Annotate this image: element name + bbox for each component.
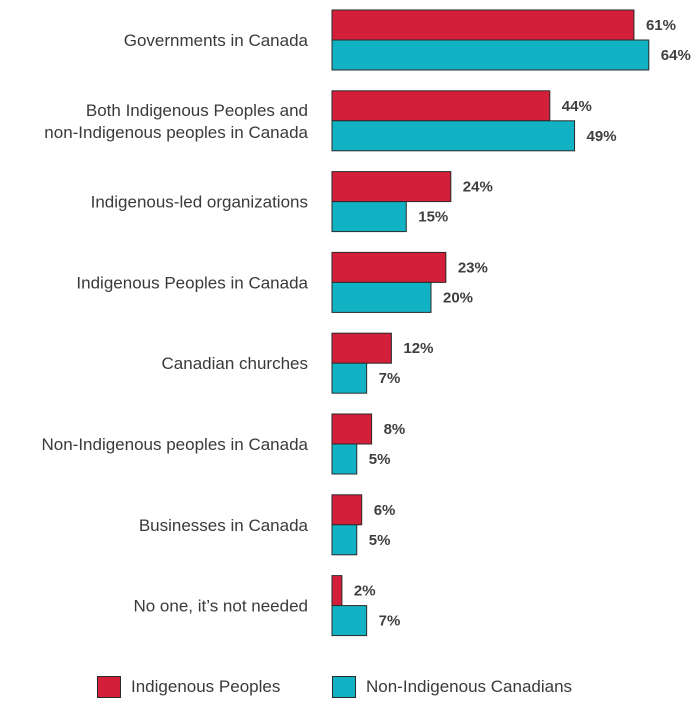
category-label-line: Indigenous-led organizations (91, 193, 308, 212)
data-label: 15% (418, 209, 448, 226)
bar-non-indigenous (331, 201, 407, 233)
category-label: Non-Indigenous peoples in Canada (41, 435, 308, 454)
legend-item-indigenous: Indigenous Peoples (97, 676, 280, 698)
category-label: Indigenous-led organizations (91, 193, 308, 212)
category-label: Both Indigenous Peoples and non-Indigenou… (44, 101, 308, 142)
data-label: 2% (354, 583, 376, 600)
bar-indigenous (331, 575, 343, 607)
category-label: Indigenous Peoples in Canada (76, 273, 308, 292)
data-label: 8% (384, 421, 406, 438)
category-label: No one, it’s not needed (133, 597, 308, 616)
bar-non-indigenous (331, 281, 432, 313)
bar-chart: Governments in Canada 61% 64% Both Indigeno… (41, 9, 691, 637)
bar-non-indigenous (331, 605, 368, 637)
bar-indigenous (331, 90, 551, 122)
data-label: 49% (587, 128, 617, 145)
bar-indigenous (331, 494, 363, 526)
category-label-line: non-Indigenous peoples in Canada (44, 123, 308, 142)
bar-indigenous (331, 251, 447, 283)
data-label: 6% (374, 502, 396, 519)
category-label: Businesses in Canada (139, 516, 309, 535)
data-label: 7% (379, 613, 401, 630)
legend-label-indigenous: Indigenous Peoples (131, 677, 281, 696)
category-label: Governments in Canada (124, 31, 309, 50)
legend-item-non-indigenous: Non-Indigenous Canadians (332, 676, 572, 698)
legend-swatch-non-indigenous (332, 676, 356, 698)
category-label-line: Both Indigenous Peoples and (86, 101, 308, 120)
bar-non-indigenous (331, 443, 358, 475)
data-label: 5% (369, 532, 391, 549)
bar-non-indigenous (331, 524, 358, 556)
category-label: Canadian churches (162, 354, 308, 373)
category-label-line: Non-Indigenous peoples in Canada (41, 435, 308, 454)
category-label-line: No one, it’s not needed (133, 597, 308, 616)
legend-swatch-indigenous (97, 676, 121, 698)
data-label: 7% (379, 370, 401, 387)
category-label-line: Indigenous Peoples in Canada (76, 273, 308, 292)
data-label: 5% (369, 451, 391, 468)
bar-non-indigenous (331, 362, 368, 394)
legend-label-non-indigenous: Non-Indigenous Canadians (366, 677, 573, 696)
bar-non-indigenous (331, 39, 650, 71)
data-label: 23% (458, 259, 488, 276)
bar-non-indigenous (331, 120, 576, 152)
bar-indigenous (331, 9, 635, 41)
data-label: 20% (443, 289, 473, 306)
category-label-line: Canadian churches (162, 354, 308, 373)
data-label: 12% (403, 340, 433, 357)
bar-indigenous (331, 413, 373, 445)
data-label: 64% (661, 47, 691, 64)
bar-indigenous (331, 171, 452, 203)
category-label-line: Governments in Canada (124, 31, 309, 50)
bar-indigenous (331, 332, 392, 364)
data-label: 24% (463, 179, 493, 196)
data-label: 61% (646, 17, 676, 34)
category-label-line: Businesses in Canada (139, 516, 309, 535)
legend: Indigenous Peoples Non-Indigenous Canadi… (0, 676, 696, 706)
data-label: 44% (562, 98, 592, 115)
